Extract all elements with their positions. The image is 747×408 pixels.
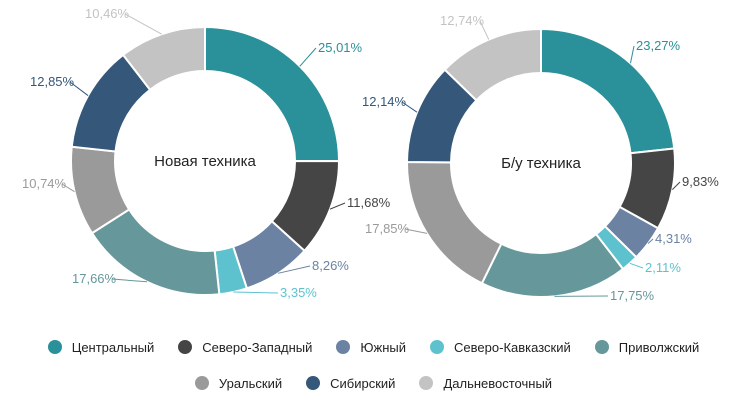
legend-item-central: Центральный	[47, 339, 155, 355]
legend-swatch-north-caucasus	[430, 340, 445, 354]
data-label-ural: 17,85%	[365, 221, 410, 236]
slice-far-east	[443, 27, 542, 102]
data-label-volga: 17,75%	[610, 288, 655, 303]
legend-item-northwest: Северо-Западный	[178, 340, 312, 355]
data-label-far-east: 12,74%	[440, 13, 485, 28]
leader-line-ural	[61, 183, 75, 193]
legend: Центральный Северо-Западный Южный Северо…	[0, 334, 747, 406]
legend-item-ural: Уральский	[194, 375, 283, 391]
leader-line-siberia	[69, 81, 89, 96]
legend-item-south: Южный	[336, 340, 406, 355]
data-label-northwest: 9,83%	[682, 174, 719, 189]
donut-chart-1: 25,01% 11,68% 8,26% 3,35% 17,66% 10,74% 12,85%…	[22, 6, 391, 300]
data-label-volga: 17,66%	[72, 271, 117, 286]
data-label-north-caucasus: 3,35%	[280, 285, 317, 300]
legend-item-siberia: Сибирский	[306, 376, 395, 391]
leader-line-far-east	[124, 13, 162, 35]
leader-line-northwest	[329, 202, 346, 210]
data-label-siberia: 12,85%	[30, 74, 75, 89]
leader-line-central	[629, 45, 635, 64]
leader-line-ural	[404, 228, 428, 234]
chart-title-2: Б/у техника	[501, 155, 581, 172]
legend-swatch-northwest	[178, 340, 193, 354]
legend-label-north-caucasus: Северо-Кавказский	[454, 339, 571, 355]
legend-row-2: Уральский Сибирский Дальневосточный	[0, 370, 747, 396]
leader-line-north-caucasus	[629, 262, 644, 269]
leader-line-northwest	[671, 181, 681, 190]
leader-line-south	[277, 265, 311, 274]
data-label-siberia: 12,14%	[362, 94, 407, 109]
leader-line-central	[299, 47, 317, 67]
legend-swatch-siberia	[306, 376, 321, 390]
legend-item-far-east: Дальневосточный	[419, 376, 552, 391]
legend-swatch-central	[47, 340, 62, 354]
data-label-north-caucasus: 2,11%	[645, 260, 681, 275]
data-label-far-east: 10,46%	[85, 6, 130, 21]
data-label-northwest: 11,68%	[347, 195, 391, 210]
legend-item-volga: Приволжский	[594, 339, 700, 355]
slice-ural	[406, 160, 503, 285]
leader-line-volga	[111, 278, 148, 283]
data-label-south: 8,26%	[312, 258, 349, 273]
chart-title-1: Новая техника	[154, 153, 256, 170]
donut-chart-2: 23,27% 9,83% 4,31% 2,11% 17,75% 17,85% 12,14% 1…	[362, 13, 719, 303]
data-label-ural: 10,74%	[22, 176, 67, 191]
legend-item-north-caucasus: Северо-Кавказский	[430, 340, 571, 355]
data-label-central: 23,27%	[636, 38, 681, 53]
legend-row-1: Центральный Северо-Западный Южный Северо…	[0, 334, 747, 360]
leader-line-far-east	[479, 20, 490, 40]
legend-label-volga: Приволжский	[618, 339, 700, 355]
legend-swatch-ural	[194, 376, 209, 390]
legend-swatch-south	[336, 340, 351, 354]
legend-label-south: Южный	[360, 339, 407, 355]
legend-label-northwest: Северо-Западный	[202, 339, 313, 355]
slice-volga	[480, 232, 625, 298]
leader-line-siberia	[401, 101, 418, 113]
data-label-south: 4,31%	[655, 231, 692, 246]
data-label-central: 25,01%	[318, 40, 363, 55]
legend-label-central: Центральный	[71, 339, 155, 355]
legend-label-siberia: Сибирский	[330, 375, 396, 391]
legend-swatch-far-east	[419, 376, 434, 390]
leader-line-north-caucasus	[233, 291, 279, 294]
leader-line-south	[647, 238, 654, 244]
slice-far-east	[121, 25, 206, 92]
legend-label-far-east: Дальневосточный	[443, 375, 553, 391]
legend-swatch-volga	[594, 340, 609, 354]
legend-label-ural: Уральский	[218, 375, 283, 391]
